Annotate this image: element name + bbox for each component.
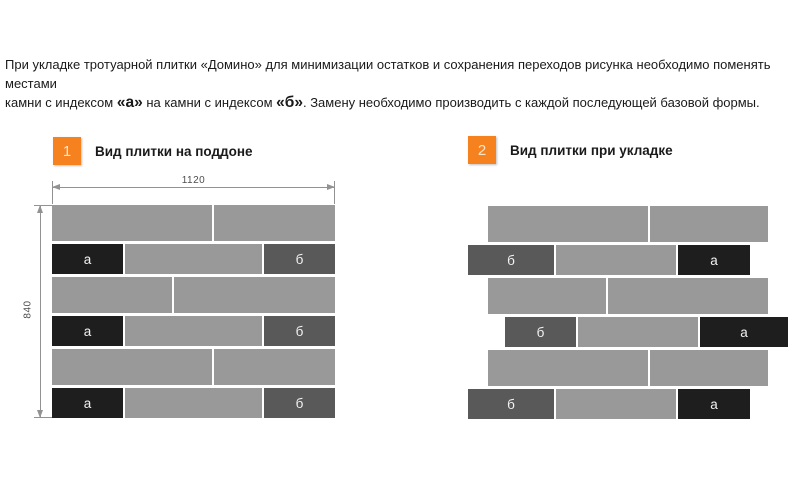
height-dimension-label: 840 xyxy=(22,300,34,319)
index-b-emphasis: «б» xyxy=(276,94,303,111)
tile-a-labeled: а xyxy=(52,388,123,418)
tile-gray xyxy=(214,349,335,385)
width-dim-extension-left xyxy=(52,181,53,204)
tile-a-labeled: а xyxy=(700,317,788,347)
arrow-right-icon xyxy=(327,184,335,190)
tile-row xyxy=(52,277,335,313)
intro-line1: При укладке тротуарной плитки «Домино» д… xyxy=(5,57,771,91)
tile-b-labeled: б xyxy=(468,245,554,275)
tile-row xyxy=(52,349,335,385)
tile-b-labeled: б xyxy=(264,388,335,418)
tile-gray xyxy=(488,278,606,314)
tile-gray xyxy=(578,317,698,347)
tile-b-labeled: б xyxy=(505,317,576,347)
height-dimension-line xyxy=(37,205,43,418)
tile-gray xyxy=(52,277,172,313)
section1-title: Вид плитки на поддоне xyxy=(95,144,253,159)
arrow-left-icon xyxy=(52,184,60,190)
section2-title: Вид плитки при укладке xyxy=(510,143,673,158)
tile-gray xyxy=(125,388,262,418)
tile-gray xyxy=(52,349,212,385)
tile-gray xyxy=(556,389,676,419)
tile-b-labeled: б xyxy=(468,389,554,419)
tile-row xyxy=(488,206,788,242)
width-dimension-label: 1120 xyxy=(181,175,206,186)
tile-gray xyxy=(214,205,335,241)
intro-paragraph: При укладке тротуарной плитки «Домино» д… xyxy=(5,55,798,112)
tile-a-labeled: а xyxy=(52,244,123,274)
tile-gray xyxy=(488,350,648,386)
tile-gray xyxy=(650,206,768,242)
intro-line2-pre: камни с индексом xyxy=(5,95,117,110)
section1-number-badge: 1 xyxy=(53,137,81,165)
intro-line2-post: . Замену необходимо производить с каждой… xyxy=(302,95,760,110)
tile-gray xyxy=(488,206,648,242)
tile-gray xyxy=(556,245,676,275)
tile-b-labeled: б xyxy=(264,316,335,346)
tile-gray xyxy=(174,277,335,313)
index-a-emphasis: «а» xyxy=(116,94,143,111)
arrow-down-icon xyxy=(37,410,43,418)
arrow-up-icon xyxy=(37,205,43,213)
tile-gray xyxy=(608,278,768,314)
tile-a-labeled: а xyxy=(52,316,123,346)
height-dim-extension-bottom xyxy=(34,417,52,418)
tile-a-labeled: а xyxy=(678,389,750,419)
tile-row xyxy=(52,205,335,241)
tile-gray xyxy=(52,205,212,241)
width-dimension-line xyxy=(52,184,335,190)
tile-gray xyxy=(650,350,768,386)
tile-b-labeled: б xyxy=(264,244,335,274)
intro-line2-mid: на камни с индексом xyxy=(142,95,277,110)
tile-row xyxy=(488,278,788,314)
section2-number-badge: 2 xyxy=(468,136,496,164)
width-dim-extension-right xyxy=(334,181,335,204)
tile-a-labeled: а xyxy=(678,245,750,275)
tile-gray xyxy=(125,316,262,346)
height-dim-extension-top xyxy=(34,205,52,206)
tile-row xyxy=(488,350,788,386)
tile-gray xyxy=(125,244,262,274)
